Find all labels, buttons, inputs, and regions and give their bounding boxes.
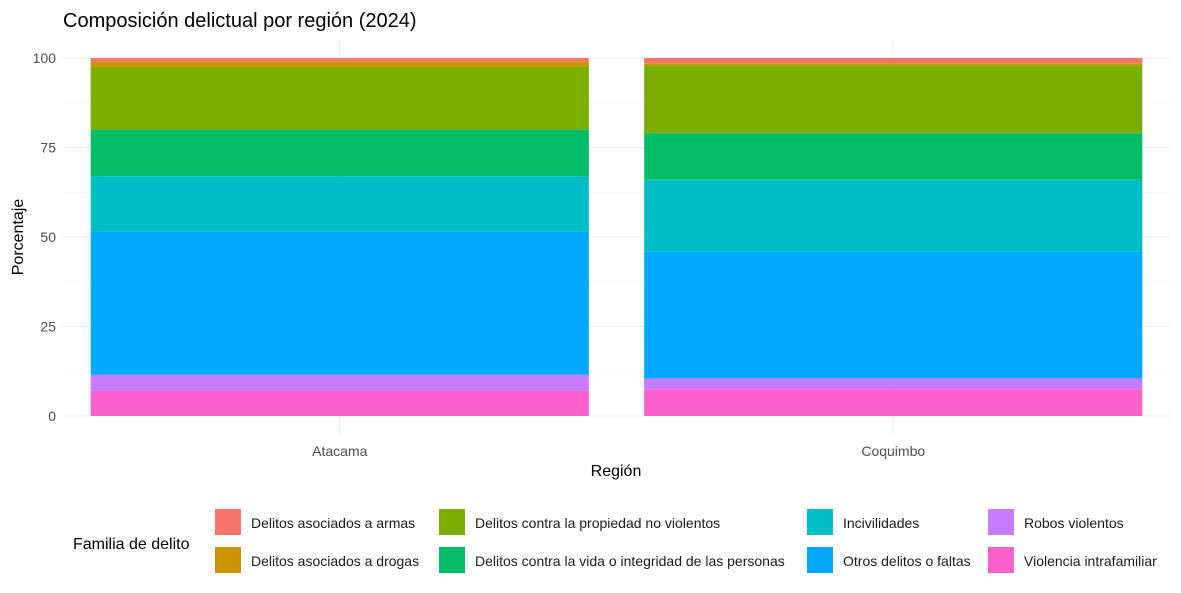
y-tick-label: 25: [40, 319, 56, 335]
x-axis-title: Región: [591, 463, 642, 480]
legend-swatch: [439, 547, 465, 573]
legend-swatch: [807, 509, 833, 535]
x-axis-ticks: Atacama Coquimbo: [312, 443, 925, 459]
bar-segment: [644, 378, 1143, 390]
legend-label: Otros delitos o faltas: [843, 553, 971, 569]
bar-segment: [90, 129, 589, 177]
legend-swatch: [439, 509, 465, 535]
legend-swatch: [215, 509, 241, 535]
bar-segment: [90, 58, 589, 62]
y-axis-ticks: 0 25 50 75 100: [33, 50, 57, 424]
legend-label: Delitos contra la propiedad no violentos: [475, 515, 720, 531]
bar-segment: [644, 179, 1143, 252]
x-tick-label: Coquimbo: [861, 443, 925, 459]
y-tick-label: 100: [33, 50, 57, 66]
legend-swatch: [988, 509, 1014, 535]
bar-segment: [644, 58, 1143, 64]
bar-segment: [90, 66, 589, 130]
legend-swatch: [807, 547, 833, 573]
legend-swatch: [988, 547, 1014, 573]
legend-label: Delitos asociados a armas: [251, 515, 415, 531]
bar-segment: [644, 251, 1143, 379]
legend-label: Robos violentos: [1024, 515, 1124, 531]
bar-segment: [644, 133, 1143, 180]
legend: Familia de delito Delitos asociados a ar…: [73, 509, 1157, 573]
bar-segment: [90, 374, 589, 391]
legend-swatch: [215, 547, 241, 573]
legend-label: Incivilidades: [843, 515, 919, 531]
legend-label: Delitos asociados a drogas: [251, 553, 419, 569]
x-tick-label: Atacama: [312, 443, 367, 459]
y-axis-title: Porcentaje: [10, 199, 27, 276]
bar-segment: [644, 63, 1143, 66]
bar-segment: [644, 389, 1143, 416]
legend-title: Familia de delito: [73, 536, 190, 553]
bar-segment: [90, 176, 589, 232]
legend-label: Delitos contra la vida o integridad de l…: [475, 553, 785, 569]
bars-group: [90, 58, 1143, 416]
bar-segment: [90, 61, 589, 67]
chart-title: Composición delictual por región (2024): [63, 10, 417, 32]
bar-segment: [90, 390, 589, 416]
y-tick-label: 75: [40, 140, 56, 156]
bar-segment: [644, 65, 1143, 134]
y-tick-label: 50: [40, 229, 56, 245]
bar-segment: [90, 231, 589, 375]
legend-label: Violencia intrafamiliar: [1024, 553, 1157, 569]
y-tick-label: 0: [48, 408, 56, 424]
